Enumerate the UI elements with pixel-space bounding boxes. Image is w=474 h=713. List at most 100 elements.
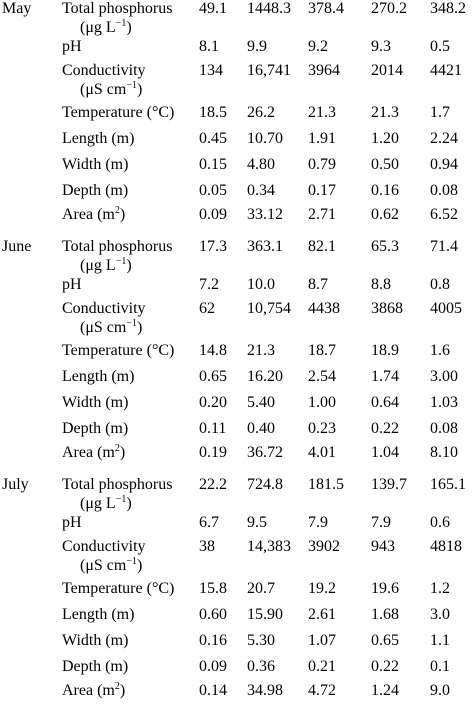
table-cell: 82.1 bbox=[308, 238, 336, 255]
table-cell: 8.7 bbox=[308, 276, 328, 293]
table-cell: 5.30 bbox=[247, 632, 275, 649]
row-label: pH bbox=[62, 276, 82, 293]
table-cell: 378.4 bbox=[308, 0, 344, 17]
table-cell: 1.74 bbox=[371, 368, 399, 385]
row-label: Length (m) bbox=[62, 606, 135, 623]
table-cell: 0.14 bbox=[199, 682, 227, 699]
table-cell: 943 bbox=[371, 538, 395, 555]
row-label-unit: (μg L−1) bbox=[80, 494, 132, 513]
table-cell: 1.04 bbox=[371, 444, 399, 461]
table-cell: 4438 bbox=[308, 300, 340, 317]
table-cell: 3.0 bbox=[430, 606, 450, 623]
table-cell: 0.65 bbox=[199, 368, 227, 385]
table-cell: 18.5 bbox=[199, 104, 227, 121]
table-cell: 8.10 bbox=[430, 444, 458, 461]
table-cell: 15.8 bbox=[199, 580, 227, 597]
row-label: Total phosphorus bbox=[62, 238, 173, 255]
row-label: Depth (m) bbox=[62, 420, 129, 437]
table-cell: 1.07 bbox=[308, 632, 336, 649]
row-label-unit: (μg L−1) bbox=[80, 256, 132, 275]
table-cell: 9.0 bbox=[430, 682, 450, 699]
table-cell: 6.7 bbox=[199, 514, 219, 531]
row-label: Area (m2) bbox=[62, 205, 126, 224]
table-cell: 71.4 bbox=[430, 238, 458, 255]
month-label: June bbox=[2, 238, 32, 255]
row-label: Depth (m) bbox=[62, 658, 129, 675]
table-cell: 4.01 bbox=[308, 444, 336, 461]
row-label: Conductivity bbox=[62, 300, 146, 317]
table-cell: 181.5 bbox=[308, 476, 344, 493]
row-label: Depth (m) bbox=[62, 182, 129, 199]
table-cell: 9.9 bbox=[247, 38, 267, 55]
row-label: Area (m2) bbox=[62, 681, 126, 700]
table-cell: 10,754 bbox=[247, 300, 291, 317]
table-cell: 134 bbox=[199, 62, 223, 79]
table-cell: 1.68 bbox=[371, 606, 399, 623]
table-cell: 0.45 bbox=[199, 130, 227, 147]
table-cell: 4818 bbox=[430, 538, 462, 555]
table-cell: 38 bbox=[199, 538, 215, 555]
table-cell: 0.65 bbox=[371, 632, 399, 649]
table-cell: 19.6 bbox=[371, 580, 399, 597]
table-cell: 1.03 bbox=[430, 394, 458, 411]
table-cell: 0.22 bbox=[371, 658, 399, 675]
table-cell: 0.64 bbox=[371, 394, 399, 411]
row-label-unit: (μS cm−1) bbox=[80, 318, 143, 337]
table-cell: 0.21 bbox=[308, 658, 336, 675]
table-cell: 1.6 bbox=[430, 342, 450, 359]
table-cell: 0.20 bbox=[199, 394, 227, 411]
table-cell: 4005 bbox=[430, 300, 462, 317]
table-cell: 21.3 bbox=[247, 342, 275, 359]
table-cell: 16,741 bbox=[247, 62, 291, 79]
table-cell: 1.20 bbox=[371, 130, 399, 147]
table-cell: 62 bbox=[199, 300, 215, 317]
table-cell: 14,383 bbox=[247, 538, 291, 555]
table-cell: 2014 bbox=[371, 62, 403, 79]
table-cell: 0.17 bbox=[308, 182, 336, 199]
table-cell: 3.00 bbox=[430, 368, 458, 385]
table-cell: 18.9 bbox=[371, 342, 399, 359]
table-cell: 1.00 bbox=[308, 394, 336, 411]
table-cell: 9.5 bbox=[247, 514, 267, 531]
table-cell: 19.2 bbox=[308, 580, 336, 597]
table-cell: 2.54 bbox=[308, 368, 336, 385]
table-cell: 0.40 bbox=[247, 420, 275, 437]
table-cell: 724.8 bbox=[247, 476, 283, 493]
row-label-unit: (μS cm−1) bbox=[80, 80, 143, 99]
table-cell: 0.23 bbox=[308, 420, 336, 437]
table-cell: 1.24 bbox=[371, 682, 399, 699]
table-cell: 8.1 bbox=[199, 38, 219, 55]
row-label: Width (m) bbox=[62, 394, 129, 411]
table-cell: 0.16 bbox=[199, 632, 227, 649]
table-cell: 0.22 bbox=[371, 420, 399, 437]
table-cell: 22.2 bbox=[199, 476, 227, 493]
table-cell: 1.2 bbox=[430, 580, 450, 597]
table-cell: 18.7 bbox=[308, 342, 336, 359]
table-cell: 0.11 bbox=[199, 420, 227, 437]
table-cell: 4421 bbox=[430, 62, 462, 79]
row-label-unit: (μg L−1) bbox=[80, 18, 132, 37]
row-label-unit: (μS cm−1) bbox=[80, 556, 143, 575]
table-cell: 4.72 bbox=[308, 682, 336, 699]
table-cell: 0.60 bbox=[199, 606, 227, 623]
table-cell: 7.2 bbox=[199, 276, 219, 293]
row-label: Total phosphorus bbox=[62, 476, 173, 493]
table-cell: 0.09 bbox=[199, 206, 227, 223]
table-cell: 36.72 bbox=[247, 444, 283, 461]
table-cell: 3902 bbox=[308, 538, 340, 555]
table-cell: 2.61 bbox=[308, 606, 336, 623]
table-cell: 0.6 bbox=[430, 514, 450, 531]
table-cell: 0.15 bbox=[199, 156, 227, 173]
table-cell: 16.20 bbox=[247, 368, 283, 385]
table-cell: 7.9 bbox=[371, 514, 391, 531]
table-cell: 2.71 bbox=[308, 206, 336, 223]
table-cell: 4.80 bbox=[247, 156, 275, 173]
row-label: pH bbox=[62, 514, 82, 531]
table-cell: 348.2 bbox=[430, 0, 466, 17]
month-label: July bbox=[2, 476, 29, 493]
table-cell: 2.24 bbox=[430, 130, 458, 147]
table-cell: 0.79 bbox=[308, 156, 336, 173]
row-label: Length (m) bbox=[62, 130, 135, 147]
row-label: Temperature (°C) bbox=[62, 342, 175, 359]
table-cell: 0.94 bbox=[430, 156, 458, 173]
